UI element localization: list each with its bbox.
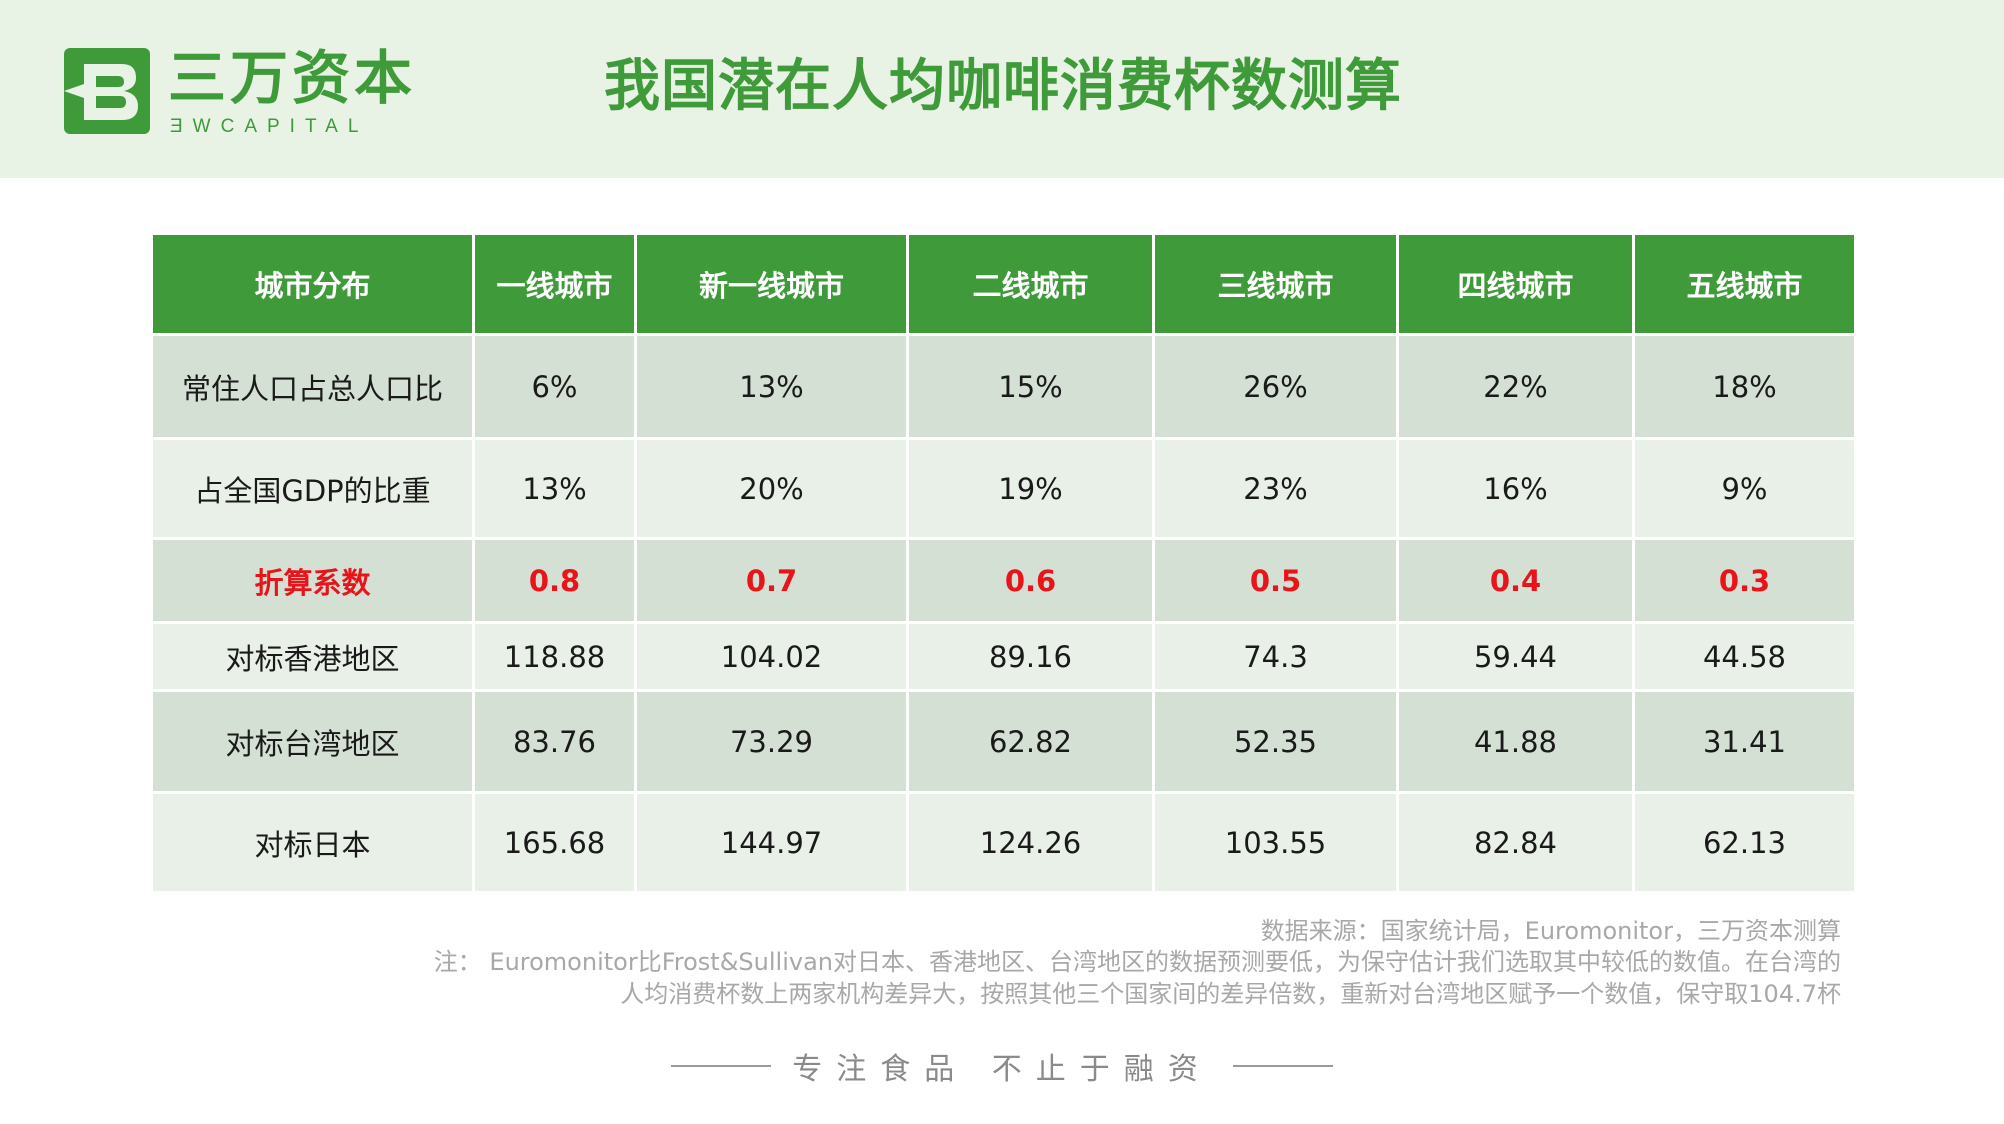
table-cell: 0.7 xyxy=(634,537,909,624)
table-cell: 0.8 xyxy=(472,537,637,624)
table-cell: 62.82 xyxy=(906,689,1155,794)
table-cell: 18% xyxy=(1632,333,1857,440)
column-header: 新一线城市 xyxy=(634,232,909,336)
row-label: 占全国GDP的比重 xyxy=(150,437,475,540)
table-cell: 0.5 xyxy=(1152,537,1399,624)
table-cell: 6% xyxy=(472,333,637,440)
table-cell: 74.3 xyxy=(1152,621,1399,692)
row-label: 折算系数 xyxy=(150,537,475,624)
table-cell: 0.3 xyxy=(1632,537,1857,624)
row-label: 对标台湾地区 xyxy=(150,689,475,794)
table-row: 对标香港地区 118.88 104.02 89.16 74.3 59.44 44… xyxy=(150,621,1857,692)
table-cell: 20% xyxy=(634,437,909,540)
table-cell: 19% xyxy=(906,437,1155,540)
footer-divider-right xyxy=(1232,1065,1333,1067)
row-label: 对标日本 xyxy=(150,791,475,894)
table-row: 对标台湾地区 83.76 73.29 62.82 52.35 41.88 31.… xyxy=(150,689,1857,794)
brand-name-en: ƎWCAPITAL xyxy=(170,116,369,137)
footer-divider-left xyxy=(671,1065,772,1067)
table-cell: 124.26 xyxy=(906,791,1155,894)
table-cell: 0.6 xyxy=(906,537,1155,624)
brand-name-cn: 三万资本 xyxy=(168,44,417,112)
footnote: 注： Euromonitor比Frost&Sullivan对日本、香港地区、台湾… xyxy=(341,946,1841,1010)
table-cell: 15% xyxy=(906,333,1155,440)
table-cell: 118.88 xyxy=(472,621,637,692)
page-title: 我国潜在人均咖啡消费杯数测算 xyxy=(604,54,1402,119)
table-cell: 144.97 xyxy=(634,791,909,894)
footnote-line: 人均消费杯数上两家机构差异大，按照其他三个国家间的差异倍数，重新对台湾地区赋予一… xyxy=(620,980,1841,1008)
table-cell: 62.13 xyxy=(1632,791,1857,894)
footer: 专注食品 不止于融资 xyxy=(0,1044,2004,1087)
table-row: 对标日本 165.68 144.97 124.26 103.55 82.84 6… xyxy=(150,791,1857,894)
table-cell: 73.29 xyxy=(634,689,909,794)
logo-mark-icon xyxy=(64,48,150,134)
table-cell: 23% xyxy=(1152,437,1399,540)
table-cell: 59.44 xyxy=(1396,621,1635,692)
column-header: 二线城市 xyxy=(906,232,1155,336)
table-cell: 0.4 xyxy=(1396,537,1635,624)
table-cell: 82.84 xyxy=(1396,791,1635,894)
table-cell: 16% xyxy=(1396,437,1635,540)
table-cell: 44.58 xyxy=(1632,621,1857,692)
table-cell: 52.35 xyxy=(1152,689,1399,794)
table-cell: 103.55 xyxy=(1152,791,1399,894)
table-cell: 13% xyxy=(472,437,637,540)
table-cell: 83.76 xyxy=(472,689,637,794)
table-header-row: 城市分布 一线城市 新一线城市 二线城市 三线城市 四线城市 五线城市 xyxy=(150,232,1857,336)
header-banner: 三万资本 ƎWCAPITAL 我国潜在人均咖啡消费杯数测算 xyxy=(0,0,2004,178)
column-header: 五线城市 xyxy=(1632,232,1857,336)
row-label: 对标香港地区 xyxy=(150,621,475,692)
brand-logo[interactable]: 三万资本 ƎWCAPITAL xyxy=(62,44,422,144)
table-cell: 31.41 xyxy=(1632,689,1857,794)
row-label: 常住人口占总人口比 xyxy=(150,333,475,440)
table-cell: 22% xyxy=(1396,333,1635,440)
table-cell: 26% xyxy=(1152,333,1399,440)
column-header: 一线城市 xyxy=(472,232,637,336)
table-row: 折算系数 0.8 0.7 0.6 0.5 0.4 0.3 xyxy=(150,537,1857,624)
estimate-table: 城市分布 一线城市 新一线城市 二线城市 三线城市 四线城市 五线城市 常住人口… xyxy=(150,232,1857,894)
table-cell: 9% xyxy=(1632,437,1857,540)
column-header: 四线城市 xyxy=(1396,232,1635,336)
table-cell: 165.68 xyxy=(472,791,637,894)
footnote-line: 注： Euromonitor比Frost&Sullivan对日本、香港地区、台湾… xyxy=(433,948,1841,976)
footer-slogan: 专注食品 不止于融资 xyxy=(792,1052,1212,1087)
table-row: 占全国GDP的比重 13% 20% 19% 23% 16% 9% xyxy=(150,437,1857,540)
table-row: 常住人口占总人口比 6% 13% 15% 26% 22% 18% xyxy=(150,333,1857,440)
table-cell: 104.02 xyxy=(634,621,909,692)
column-header: 城市分布 xyxy=(150,232,475,336)
data-source-note: 数据来源：国家统计局，Euromonitor，三万资本测算 xyxy=(1260,917,1841,945)
table-cell: 13% xyxy=(634,333,909,440)
table-cell: 89.16 xyxy=(906,621,1155,692)
column-header: 三线城市 xyxy=(1152,232,1399,336)
table-cell: 41.88 xyxy=(1396,689,1635,794)
